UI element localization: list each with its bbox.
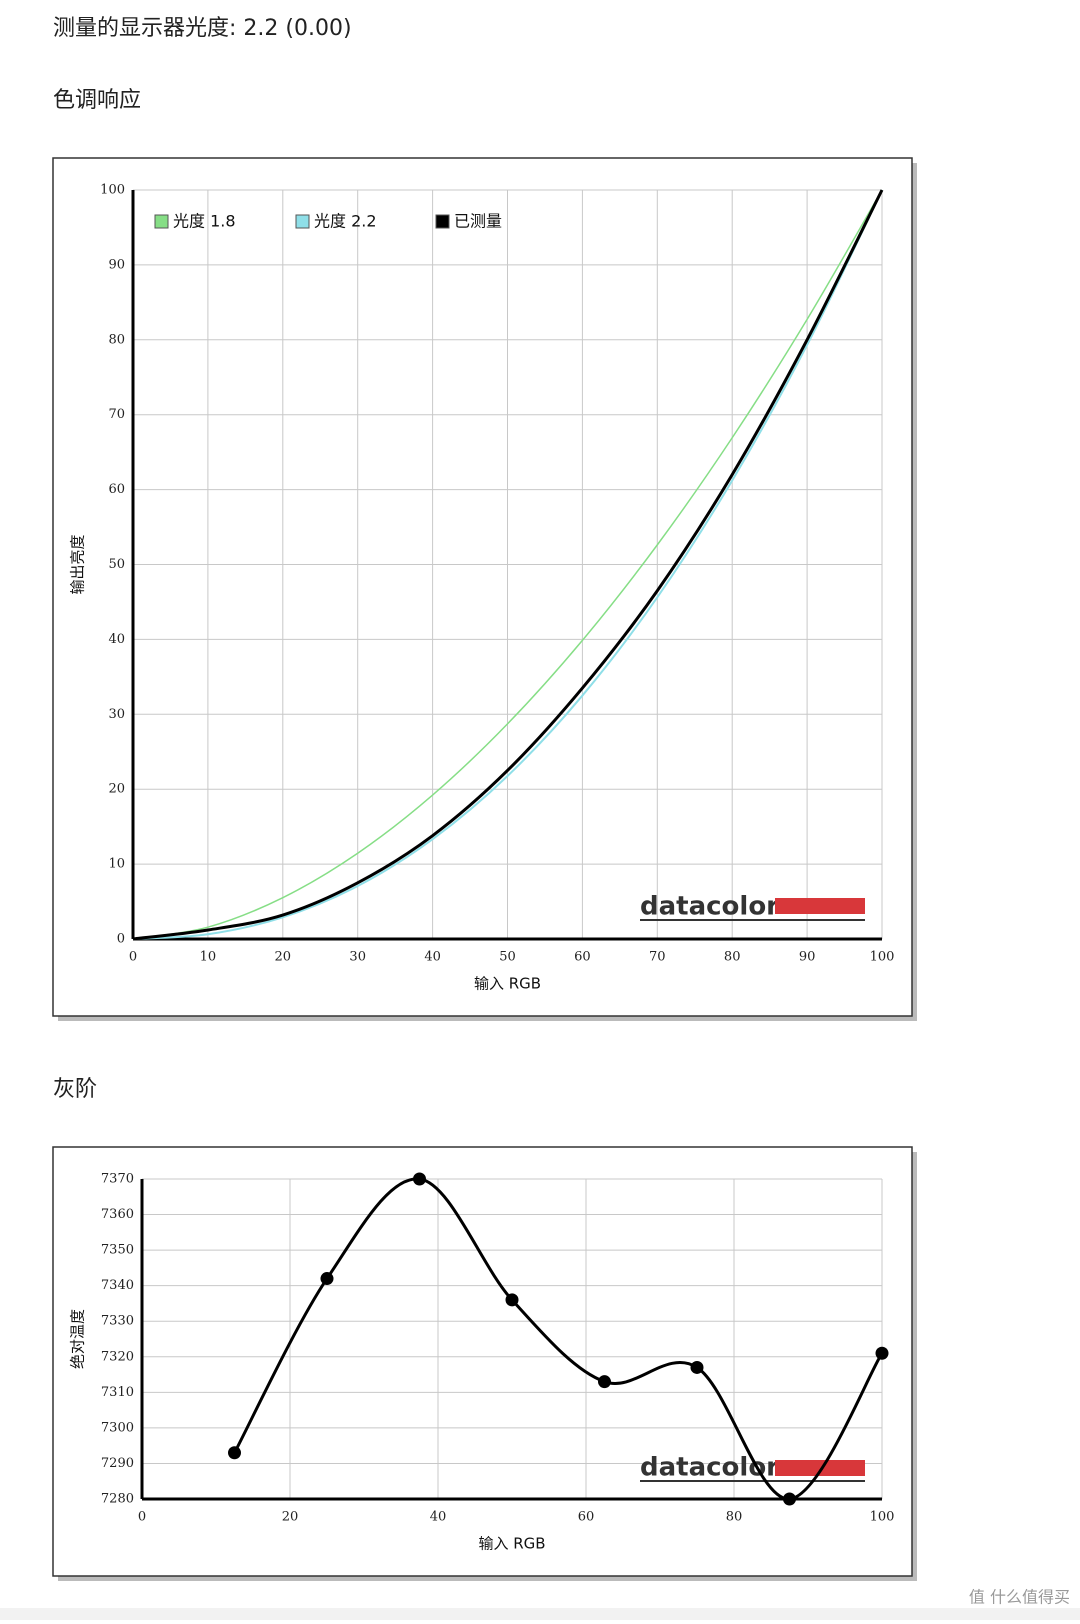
logo: datacolor xyxy=(640,892,779,922)
y-axis-label: 绝对温度 xyxy=(69,1309,87,1369)
point xyxy=(228,1446,241,1460)
x-tick-label: 80 xyxy=(724,950,741,965)
y-tick-label: 70 xyxy=(108,407,125,422)
footer-bar xyxy=(0,1608,1080,1620)
x-tick-label: 40 xyxy=(430,1510,447,1525)
series-line xyxy=(132,189,883,940)
legend-label: 光度 2.2 xyxy=(314,212,377,231)
y-tick-label: 10 xyxy=(108,857,125,872)
x-tick-label: 80 xyxy=(726,1510,743,1525)
point xyxy=(505,1293,519,1307)
point xyxy=(690,1360,704,1374)
y-tick-label: 40 xyxy=(108,632,125,647)
x-tick-label: 40 xyxy=(424,950,441,965)
point xyxy=(320,1272,334,1286)
x-tick-label: 100 xyxy=(870,950,895,965)
watermark: 值 什么值得买 xyxy=(969,1588,1070,1607)
x-tick-label: 60 xyxy=(578,1510,595,1525)
y-tick-label: 80 xyxy=(108,332,125,347)
x-tick-label: 100 xyxy=(870,1510,895,1525)
x-axis-label: 输入 RGB xyxy=(474,975,541,993)
y-tick-label: 7300 xyxy=(101,1420,134,1435)
y-tick-label: 50 xyxy=(108,557,125,572)
y-tick-label: 0 xyxy=(117,932,125,947)
section-title: 色调响应 xyxy=(53,88,141,113)
legend-swatch xyxy=(435,214,450,229)
y-tick-label: 90 xyxy=(108,257,125,272)
legend-label: 光度 1.8 xyxy=(173,212,236,231)
y-tick-label: 7320 xyxy=(101,1349,134,1364)
x-tick-label: 30 xyxy=(349,950,366,965)
x-tick-label: 10 xyxy=(200,950,217,965)
y-tick-label: 7330 xyxy=(101,1314,134,1329)
y-tick-label: 7350 xyxy=(101,1243,134,1258)
x-tick-label: 0 xyxy=(129,950,137,965)
point xyxy=(783,1492,796,1506)
y-tick-label: 7360 xyxy=(101,1207,134,1222)
chart-frame xyxy=(52,157,913,1017)
x-tick-label: 70 xyxy=(649,950,666,965)
y-tick-label: 7370 xyxy=(101,1172,134,1187)
x-tick-label: 20 xyxy=(275,950,292,965)
x-tick-label: 0 xyxy=(138,1510,146,1525)
y-tick-label: 7310 xyxy=(101,1385,134,1400)
chart-frame xyxy=(52,1146,913,1577)
point xyxy=(875,1346,889,1360)
y-tick-label: 7340 xyxy=(101,1278,134,1293)
legend-swatch xyxy=(154,214,169,229)
legend-label: 已测量 xyxy=(454,212,502,231)
y-axis-label: 输出亮度 xyxy=(69,534,87,594)
series-line xyxy=(132,189,884,941)
series-line xyxy=(132,189,883,940)
logo-bar xyxy=(775,1460,865,1476)
y-tick-label: 20 xyxy=(108,782,125,797)
y-tick-label: 60 xyxy=(108,482,125,497)
point xyxy=(413,1172,426,1186)
y-tick-label: 7290 xyxy=(101,1456,134,1471)
y-tick-label: 100 xyxy=(100,183,125,198)
point xyxy=(598,1375,611,1389)
x-tick-label: 60 xyxy=(574,950,591,965)
y-tick-label: 30 xyxy=(108,707,125,722)
x-tick-label: 20 xyxy=(282,1510,299,1525)
y-tick-label: 7280 xyxy=(101,1492,134,1507)
header: 测量的显示器光度: 2.2 (0.00) xyxy=(53,16,352,41)
x-axis-label: 输入 RGB xyxy=(478,1535,545,1553)
x-tick-label: 50 xyxy=(499,950,516,965)
legend-swatch xyxy=(295,214,310,229)
x-tick-label: 90 xyxy=(799,950,816,965)
section-title: 灰阶 xyxy=(53,1077,97,1102)
logo-bar xyxy=(775,898,865,914)
